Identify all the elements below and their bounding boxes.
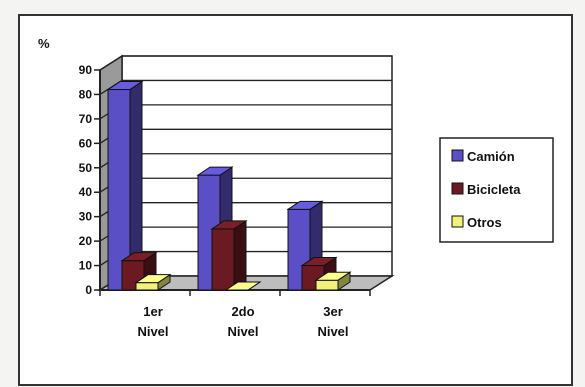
gridline-side	[99, 55, 123, 71]
bar	[106, 80, 144, 291]
category-label: Nivel	[227, 324, 258, 339]
y-tick-label: 30	[79, 210, 93, 224]
y-tick-label: 20	[79, 234, 93, 248]
legend-label: Otros	[467, 215, 502, 230]
legend: Camión Bicicleta Otros	[439, 137, 554, 243]
category-label: 2do	[231, 304, 254, 319]
bar-top	[286, 200, 324, 210]
bar-front	[135, 282, 159, 291]
y-tick-label: 80	[79, 87, 93, 101]
y-unit-label: %	[38, 36, 50, 51]
back-wall	[121, 55, 393, 277]
legend-label: Camión	[467, 149, 515, 164]
legend-swatch	[451, 149, 464, 162]
category-label: 1er	[143, 304, 163, 319]
category-label: Nivel	[317, 324, 348, 339]
legend-swatch	[451, 215, 464, 228]
y-tick-label: 90	[79, 63, 93, 77]
bar	[210, 219, 248, 291]
bar	[134, 273, 172, 291]
category-label: 3er	[323, 304, 343, 319]
bar	[224, 281, 262, 291]
y-tick-label: 50	[79, 161, 93, 175]
bar-top	[196, 166, 234, 176]
bar-front	[211, 228, 235, 291]
bar-top	[106, 81, 144, 91]
bar-top	[300, 257, 338, 267]
category-label: Nivel	[137, 324, 168, 339]
legend-label: Bicicleta	[467, 182, 521, 197]
y-tick-label: 0	[85, 283, 92, 297]
bar-top	[210, 220, 248, 230]
bar-front	[315, 279, 339, 291]
legend-swatch	[451, 182, 464, 195]
bar-top	[120, 252, 158, 262]
bar	[314, 271, 352, 291]
bar-top	[134, 274, 172, 284]
y-tick-label: 70	[79, 112, 93, 126]
y-tick-label: 60	[79, 136, 93, 150]
y-tick-label: 10	[79, 259, 93, 273]
bar-top	[224, 281, 262, 291]
y-tick-label: 40	[79, 185, 93, 199]
bar-side	[233, 219, 247, 291]
bar-top	[314, 271, 352, 281]
